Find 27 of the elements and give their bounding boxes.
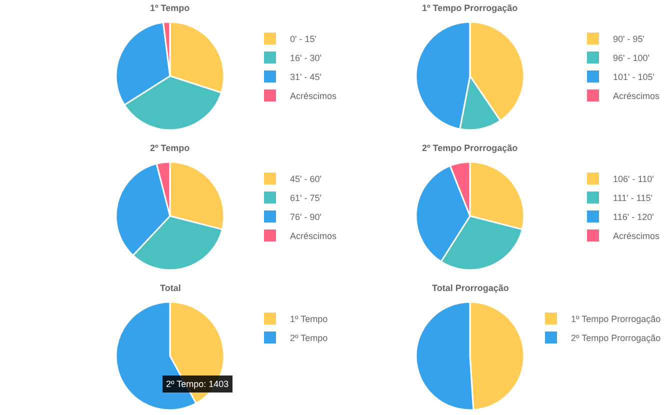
legend-label: 1º Tempo Prorrogação xyxy=(571,314,661,324)
legend-label: 2º Tempo Prorrogação xyxy=(571,333,661,344)
text: 2º Tempo: 1403 xyxy=(166,379,229,389)
legend-label: 101' - 105' xyxy=(613,72,655,82)
legend-label: 76' - 90' xyxy=(290,212,322,222)
legend-label: 106' - 110' xyxy=(613,174,654,184)
legend-label: 96' - 100' xyxy=(613,53,650,64)
legend-label: 31' - 45' xyxy=(290,72,322,82)
legend-label: 16' - 30' xyxy=(290,53,322,64)
legend-label: 0' - 15' xyxy=(290,34,317,44)
chart-title: 2º Tempo Prorrogação xyxy=(422,143,518,153)
chart-title: 2º Tempo xyxy=(150,143,190,153)
legend-label: 1º Tempo xyxy=(290,314,328,324)
chart-title: 1º Tempo xyxy=(150,3,190,13)
legend-label: 45' - 60' xyxy=(290,174,322,184)
legend-label: Acréscimos xyxy=(613,231,660,242)
legend-label: 90' - 95' xyxy=(613,34,645,44)
chart-title: 1º Tempo Prorrogação xyxy=(422,3,518,13)
legend-label: Acréscimos xyxy=(613,91,660,102)
legend-label: 116' - 120' xyxy=(613,212,654,222)
chart-title: Total Prorrogação xyxy=(432,283,510,293)
legend-label: 2º Tempo xyxy=(290,333,328,344)
legend-label: 111' - 115' xyxy=(613,193,653,204)
legend-label: Acréscimos xyxy=(290,91,338,102)
legend-label: Acréscimos xyxy=(290,231,338,242)
chart-title: Total xyxy=(160,283,181,293)
legend-label: 61' - 75' xyxy=(290,193,322,204)
